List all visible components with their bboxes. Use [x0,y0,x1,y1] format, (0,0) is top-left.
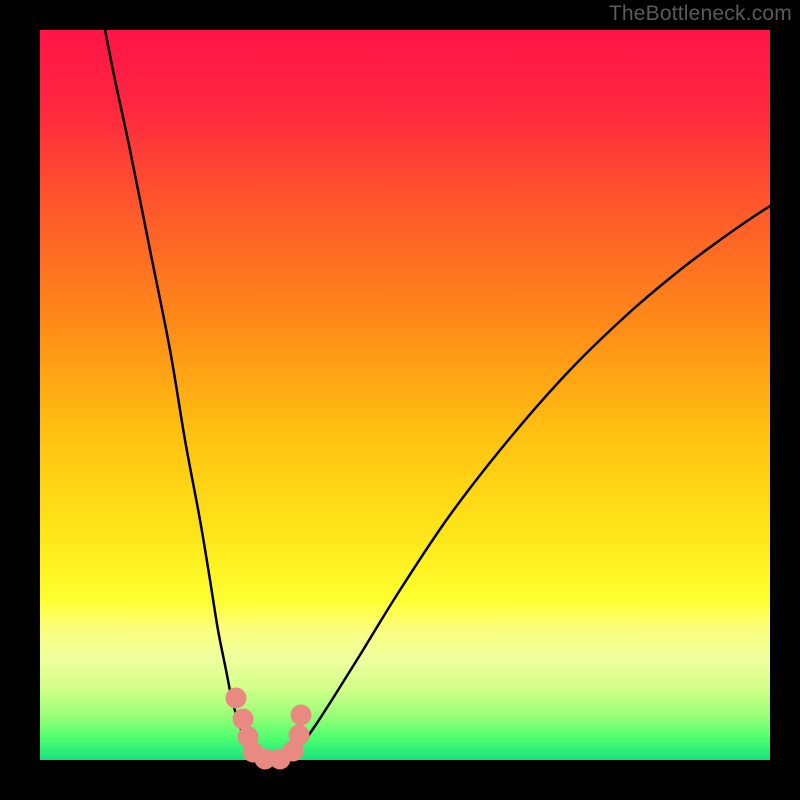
chart-container: TheBottleneck.com [0,0,800,800]
curve-marker [226,688,246,708]
curve-marker [291,705,311,725]
curve-marker [289,725,309,745]
curve-marker [233,709,253,729]
bottleneck-chart [0,0,800,800]
plot-background [40,30,770,760]
watermark-text: TheBottleneck.com [609,2,792,26]
